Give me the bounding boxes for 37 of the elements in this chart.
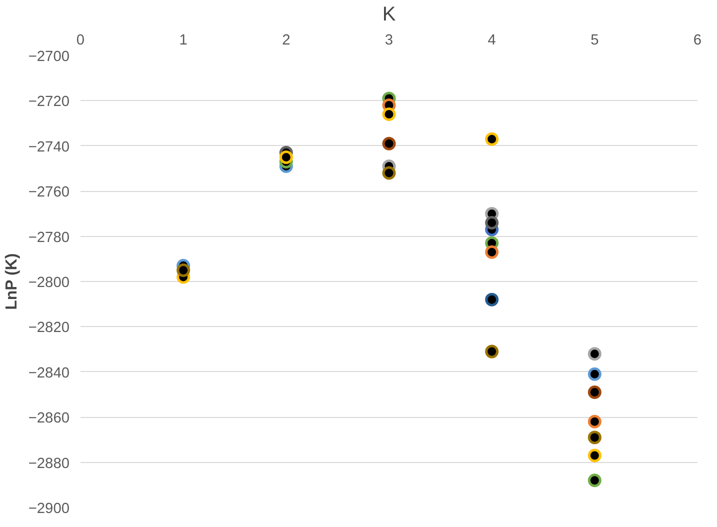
y-tick-label: −2840: [28, 365, 70, 382]
x-tick-label: 4: [488, 32, 496, 48]
point: [279, 150, 293, 164]
point: [382, 136, 396, 150]
point: [176, 263, 190, 277]
point: [588, 430, 602, 444]
y-tick-label: −2760: [28, 184, 70, 201]
x-tick-label: 5: [590, 32, 599, 48]
point: [588, 367, 602, 381]
y-tick-label: −2900: [28, 501, 70, 517]
x-tick-label: 6: [693, 32, 702, 48]
point: [485, 216, 499, 230]
point: [485, 245, 499, 259]
point: [382, 166, 396, 180]
point: [485, 344, 499, 358]
y-tick-label: −2740: [28, 139, 70, 156]
point: [588, 347, 602, 361]
point: [485, 292, 499, 306]
y-tick-label: −2860: [28, 410, 70, 427]
y-tick-label: −2700: [28, 49, 70, 65]
x-tick-label: 3: [384, 32, 394, 48]
point: [588, 474, 602, 488]
x-tick-label: 2: [282, 32, 290, 48]
y-tick-label: −2820: [28, 320, 70, 336]
y-axis-title: LnP (K): [3, 253, 20, 310]
x-tick-label: 0: [76, 32, 85, 48]
x-tick-label: 1: [179, 32, 188, 48]
point: [588, 386, 602, 399]
y-tick-label: −2780: [28, 230, 70, 246]
x-axis-title: K: [382, 4, 396, 26]
y-tick-label: −2880: [28, 456, 70, 472]
y-tick-label: −2720: [28, 94, 70, 110]
point: [588, 448, 602, 462]
y-tick-label: −2800: [28, 275, 70, 291]
point: [382, 108, 396, 121]
point: [485, 132, 499, 146]
point: [588, 414, 602, 428]
